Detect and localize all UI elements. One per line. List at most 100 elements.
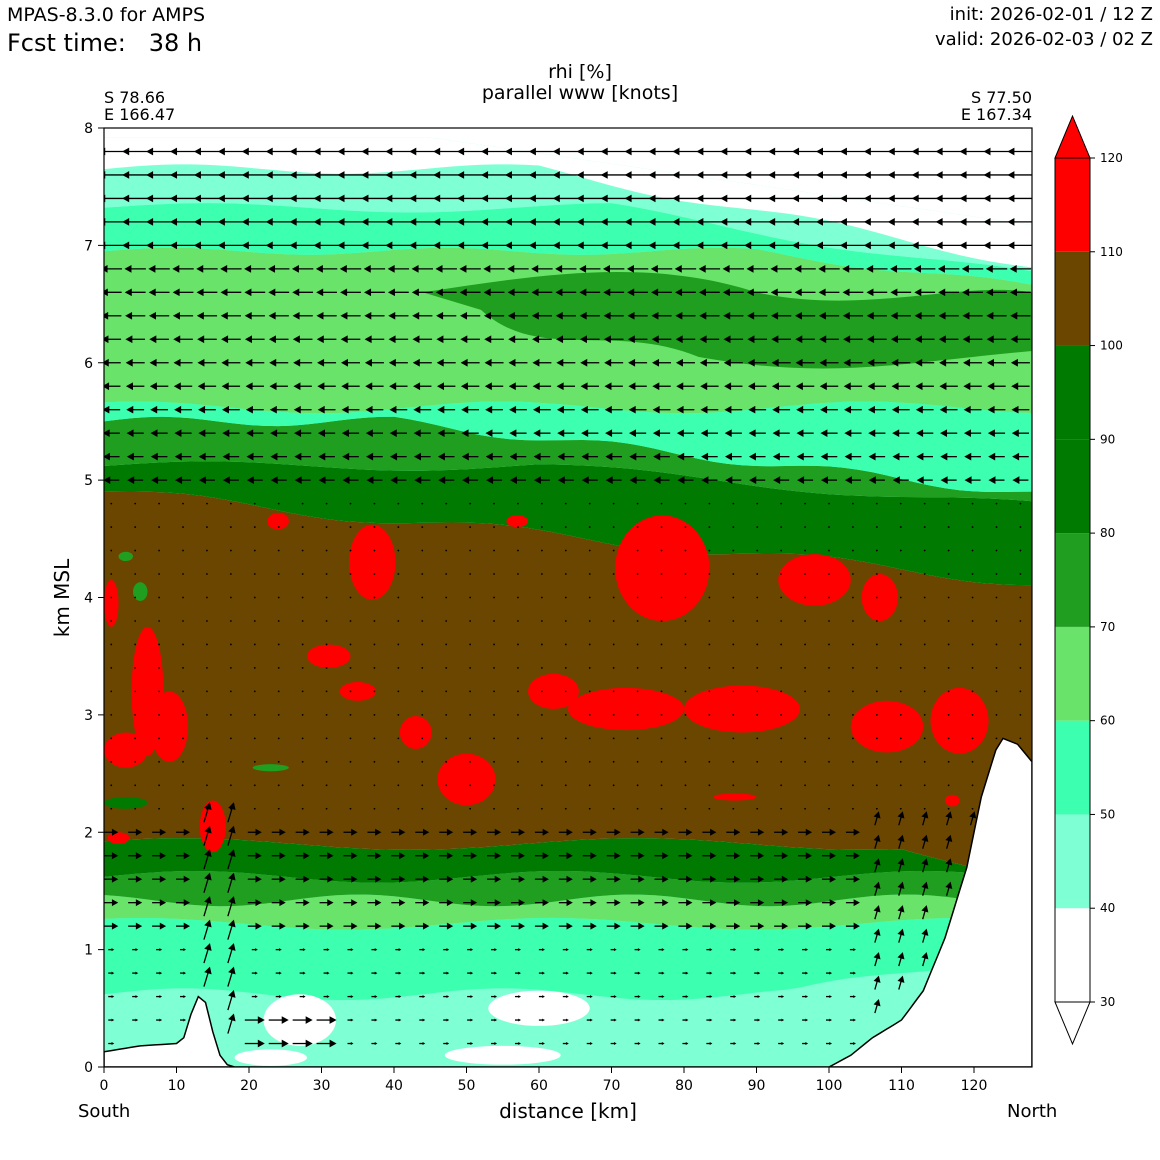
wind-vector-472 bbox=[517, 737, 519, 740]
wind-vector-745 bbox=[517, 573, 519, 575]
wind-vector-1199 bbox=[172, 288, 194, 297]
wind-vector-1382 bbox=[816, 194, 842, 203]
wind-vector-462 bbox=[277, 737, 280, 740]
wind-vector-1012 bbox=[365, 405, 384, 414]
wind-vector-994 bbox=[868, 429, 886, 438]
wind-vector-1348 bbox=[935, 218, 962, 226]
wind-vector-1266 bbox=[842, 265, 864, 273]
wind-vector-695 bbox=[253, 596, 256, 599]
wind-vector-100 bbox=[251, 971, 258, 975]
wind-vector-580 bbox=[301, 667, 304, 669]
wind-vector-65 bbox=[227, 966, 236, 987]
wind-vector-189 bbox=[702, 922, 717, 930]
rh-patch-red-2 bbox=[778, 554, 851, 606]
wind-vector-542 bbox=[325, 690, 328, 693]
rh-patch-white-4 bbox=[444, 1045, 561, 1065]
wind-vector-494 bbox=[110, 713, 113, 716]
wind-vector-1457 bbox=[744, 147, 771, 156]
wind-vector-900 bbox=[486, 476, 503, 484]
wind-vector-46 bbox=[562, 1018, 569, 1022]
wind-vector-895 bbox=[366, 476, 383, 484]
wind-vector-411 bbox=[828, 784, 830, 787]
wind-vector-199 bbox=[104, 899, 119, 907]
wind-vector-947 bbox=[677, 452, 694, 461]
wind-vector-336 bbox=[798, 828, 813, 836]
wind-vector-619 bbox=[301, 643, 304, 646]
wind-vector-99 bbox=[227, 943, 236, 964]
colorbar-label-7: 100 bbox=[1100, 339, 1123, 353]
wind-vector-754 bbox=[732, 573, 735, 575]
wind-vector-1006 bbox=[221, 405, 240, 414]
wind-vector-1340 bbox=[744, 218, 771, 226]
wind-vector-1165 bbox=[292, 311, 313, 320]
wind-vector-964 bbox=[150, 429, 168, 438]
rh-patch-red-19 bbox=[199, 800, 226, 853]
wind-vector-771 bbox=[206, 549, 208, 552]
wind-vector-1407 bbox=[481, 171, 508, 179]
wind-vector-1383 bbox=[839, 194, 866, 203]
wind-vector-166 bbox=[152, 922, 167, 930]
wind-vector-464 bbox=[325, 737, 328, 740]
wind-vector-2 bbox=[244, 1039, 265, 1048]
wind-vector-1390 bbox=[1007, 194, 1032, 203]
wind-vector-1339 bbox=[720, 218, 747, 226]
wind-vector-640 bbox=[804, 643, 806, 646]
wind-vector-1343 bbox=[816, 218, 842, 226]
colorbar-segment-5 bbox=[1055, 439, 1090, 534]
wind-vector-451 bbox=[899, 760, 902, 763]
wind-vector-384 bbox=[182, 784, 184, 787]
wind-vector-680 bbox=[828, 620, 830, 622]
wind-vector-40 bbox=[419, 1018, 426, 1022]
wind-vector-531 bbox=[995, 713, 998, 716]
wind-vector-1353 bbox=[122, 194, 149, 203]
wind-vector-401 bbox=[588, 784, 591, 787]
wind-vector-300 bbox=[798, 852, 813, 860]
wind-vector-207 bbox=[295, 899, 310, 907]
wind-vector-49 bbox=[634, 1018, 641, 1022]
wind-vector-834 bbox=[780, 526, 783, 528]
wind-vector-1203 bbox=[268, 288, 290, 297]
y-tick-label-2: 2 bbox=[84, 825, 93, 841]
wind-vector-358 bbox=[445, 807, 448, 810]
wind-vector-552 bbox=[564, 690, 567, 693]
wind-vector-1002 bbox=[126, 405, 145, 414]
wind-vector-263 bbox=[774, 875, 789, 883]
wind-vector-1342 bbox=[792, 218, 819, 226]
wind-vector-828 bbox=[636, 526, 639, 528]
wind-vector-71 bbox=[371, 995, 378, 999]
wind-vector-1271 bbox=[961, 265, 984, 273]
wind-vector-912 bbox=[773, 476, 790, 484]
wind-vector-222 bbox=[654, 899, 669, 907]
wind-vector-425 bbox=[277, 760, 280, 763]
wind-vector-702 bbox=[421, 596, 424, 599]
rh-patch-green-upper bbox=[423, 271, 1032, 369]
wind-vector-847 bbox=[158, 502, 161, 505]
wind-vector-982 bbox=[581, 429, 599, 438]
rh-patch-red-4 bbox=[267, 512, 289, 530]
wind-vector-1466 bbox=[959, 147, 986, 156]
wind-vector-53 bbox=[730, 1018, 737, 1022]
wind-vector-183 bbox=[558, 922, 573, 930]
wind-vector-500 bbox=[253, 713, 256, 716]
wind-vector-1104 bbox=[699, 358, 719, 367]
wind-vector-181 bbox=[510, 922, 525, 930]
wind-vector-623 bbox=[397, 643, 400, 646]
wind-vector-671 bbox=[612, 620, 615, 622]
wind-vector-375 bbox=[852, 807, 854, 810]
wind-vector-592 bbox=[588, 667, 591, 669]
wind-vector-209 bbox=[343, 899, 358, 907]
wind-vector-902 bbox=[533, 476, 550, 484]
wind-vector-219 bbox=[582, 899, 597, 907]
rh-patch-red-22 bbox=[945, 794, 960, 807]
wind-vector-1240 bbox=[220, 265, 242, 273]
wind-vector-1066 bbox=[724, 382, 743, 391]
colorbar-segment-6 bbox=[1055, 345, 1090, 440]
wind-vector-669 bbox=[564, 620, 567, 622]
wind-vector-877 bbox=[875, 502, 878, 505]
wind-vector-450 bbox=[875, 760, 878, 763]
wind-vector-493 bbox=[1019, 737, 1022, 740]
colorbar-segment-1 bbox=[1055, 814, 1090, 909]
wind-vector-13 bbox=[514, 1042, 521, 1046]
colorbar-label-5: 80 bbox=[1100, 526, 1115, 540]
wind-vector-262 bbox=[750, 875, 765, 883]
